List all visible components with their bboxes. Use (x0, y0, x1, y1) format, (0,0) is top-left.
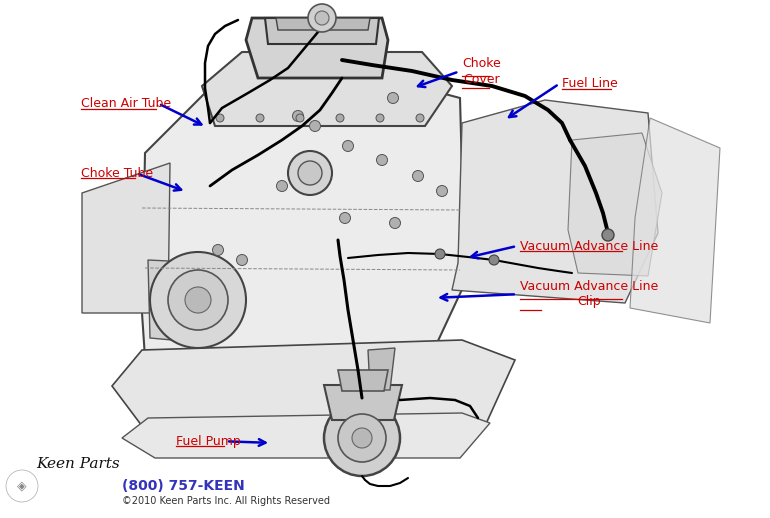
Circle shape (352, 428, 372, 448)
Circle shape (298, 161, 322, 185)
Circle shape (377, 154, 387, 165)
Circle shape (216, 114, 224, 122)
Circle shape (293, 110, 303, 122)
Polygon shape (148, 260, 210, 343)
Circle shape (413, 170, 424, 181)
Circle shape (338, 414, 386, 462)
Polygon shape (324, 385, 402, 420)
Circle shape (6, 470, 38, 502)
Text: Vacuum Advance Line: Vacuum Advance Line (520, 239, 658, 253)
Polygon shape (368, 348, 395, 390)
Polygon shape (265, 18, 379, 44)
Polygon shape (338, 370, 388, 391)
Circle shape (168, 270, 228, 330)
Circle shape (236, 254, 247, 266)
Circle shape (416, 114, 424, 122)
Circle shape (343, 140, 353, 151)
Circle shape (602, 229, 614, 241)
Text: ©2010 Keen Parts Inc. All Rights Reserved: ©2010 Keen Parts Inc. All Rights Reserve… (122, 496, 330, 506)
Circle shape (435, 249, 445, 259)
Circle shape (390, 218, 400, 228)
Circle shape (336, 114, 344, 122)
Circle shape (276, 180, 287, 192)
Text: Clean Air Tube: Clean Air Tube (81, 97, 171, 110)
Circle shape (376, 114, 384, 122)
Circle shape (489, 255, 499, 265)
Polygon shape (142, 70, 465, 358)
Circle shape (310, 121, 320, 132)
Circle shape (213, 244, 223, 255)
Circle shape (256, 114, 264, 122)
Polygon shape (202, 52, 452, 126)
Text: ◈: ◈ (17, 480, 27, 493)
Circle shape (437, 185, 447, 196)
Text: Fuel Line: Fuel Line (562, 77, 618, 91)
Circle shape (340, 212, 350, 223)
Circle shape (288, 151, 332, 195)
Circle shape (185, 287, 211, 313)
Text: Choke Tube: Choke Tube (81, 167, 153, 180)
Circle shape (387, 93, 399, 104)
Polygon shape (122, 413, 490, 458)
Polygon shape (246, 18, 388, 78)
Polygon shape (630, 118, 720, 323)
Text: (800) 757-KEEN: (800) 757-KEEN (122, 479, 244, 493)
Text: Vacuum Advance Line
Clip: Vacuum Advance Line Clip (520, 280, 658, 309)
Text: Fuel Pump: Fuel Pump (176, 435, 240, 448)
Circle shape (150, 252, 246, 348)
Polygon shape (568, 133, 662, 276)
Circle shape (296, 114, 304, 122)
Polygon shape (452, 100, 658, 303)
Polygon shape (276, 18, 370, 30)
Circle shape (308, 4, 336, 32)
Text: Choke
Cover: Choke Cover (462, 57, 501, 86)
Circle shape (315, 11, 329, 25)
Text: Keen Parts: Keen Parts (36, 457, 120, 471)
Polygon shape (82, 163, 170, 313)
Polygon shape (112, 340, 515, 426)
Circle shape (324, 400, 400, 476)
